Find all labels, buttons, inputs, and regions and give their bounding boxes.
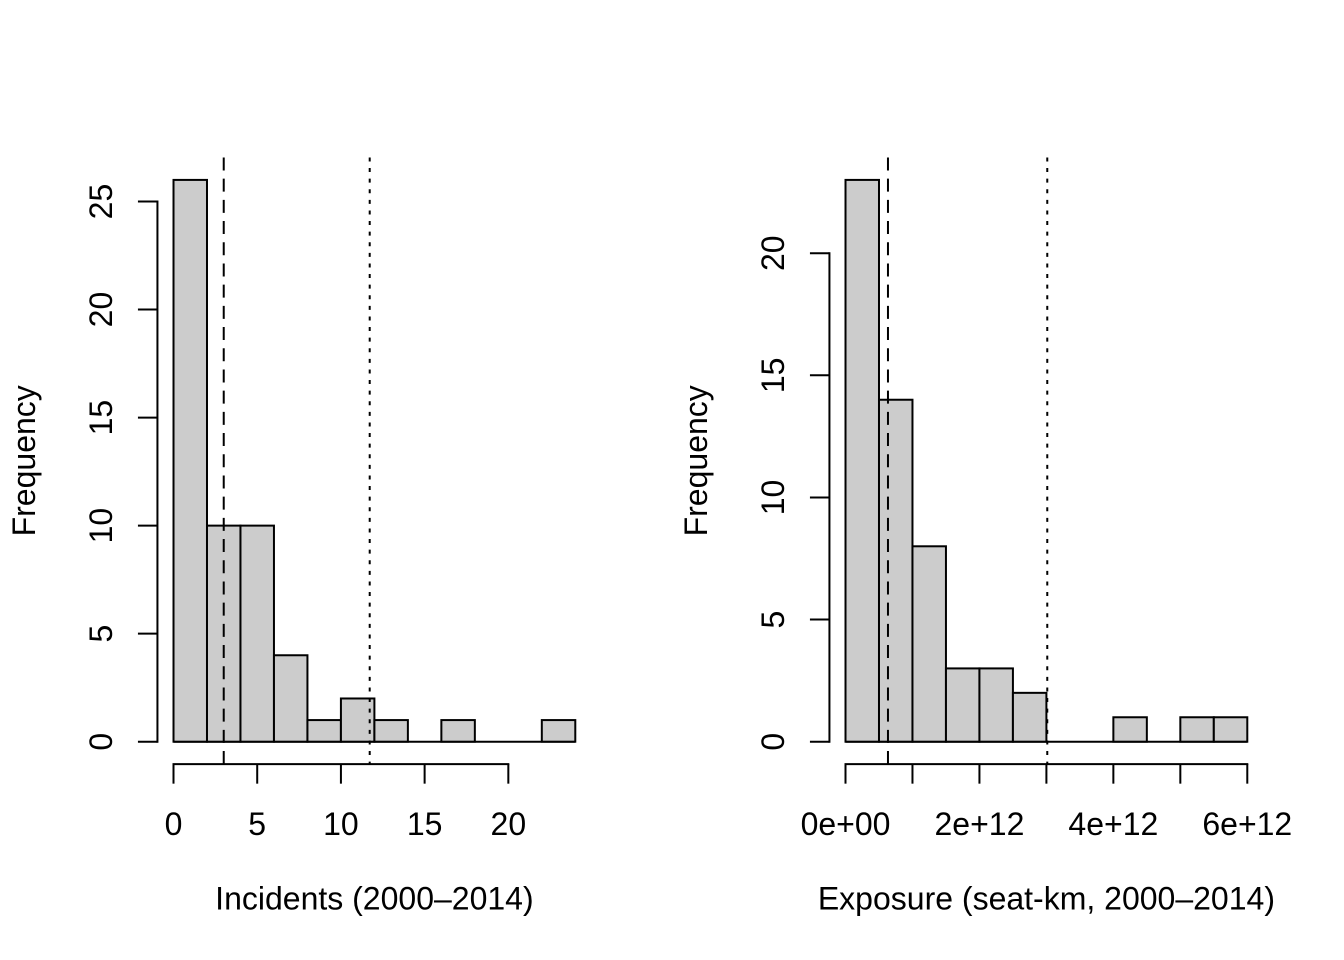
svg-text:0: 0 — [755, 733, 791, 751]
svg-text:0: 0 — [83, 733, 119, 751]
svg-text:2e+12: 2e+12 — [935, 806, 1025, 842]
svg-text:15: 15 — [407, 806, 443, 842]
svg-text:15: 15 — [83, 400, 119, 436]
svg-text:5: 5 — [248, 806, 266, 842]
svg-text:20: 20 — [755, 235, 791, 271]
svg-text:4e+12: 4e+12 — [1068, 806, 1158, 842]
svg-text:Incidents (2000–2014): Incidents (2000–2014) — [215, 881, 533, 917]
svg-text:10: 10 — [755, 480, 791, 516]
svg-text:10: 10 — [83, 508, 119, 544]
svg-text:10: 10 — [323, 806, 359, 842]
svg-text:6e+12: 6e+12 — [1202, 806, 1292, 842]
svg-text:5: 5 — [755, 611, 791, 629]
svg-text:0e+00: 0e+00 — [801, 806, 891, 842]
svg-text:25: 25 — [83, 184, 119, 220]
svg-text:5: 5 — [83, 625, 119, 643]
svg-text:15: 15 — [755, 358, 791, 394]
svg-text:Frequency: Frequency — [678, 385, 714, 536]
svg-text:Frequency: Frequency — [6, 385, 42, 536]
svg-text:Exposure (seat-km, 2000–2014): Exposure (seat-km, 2000–2014) — [818, 881, 1275, 917]
svg-text:20: 20 — [83, 292, 119, 328]
svg-text:20: 20 — [491, 806, 527, 842]
svg-text:0: 0 — [165, 806, 183, 842]
